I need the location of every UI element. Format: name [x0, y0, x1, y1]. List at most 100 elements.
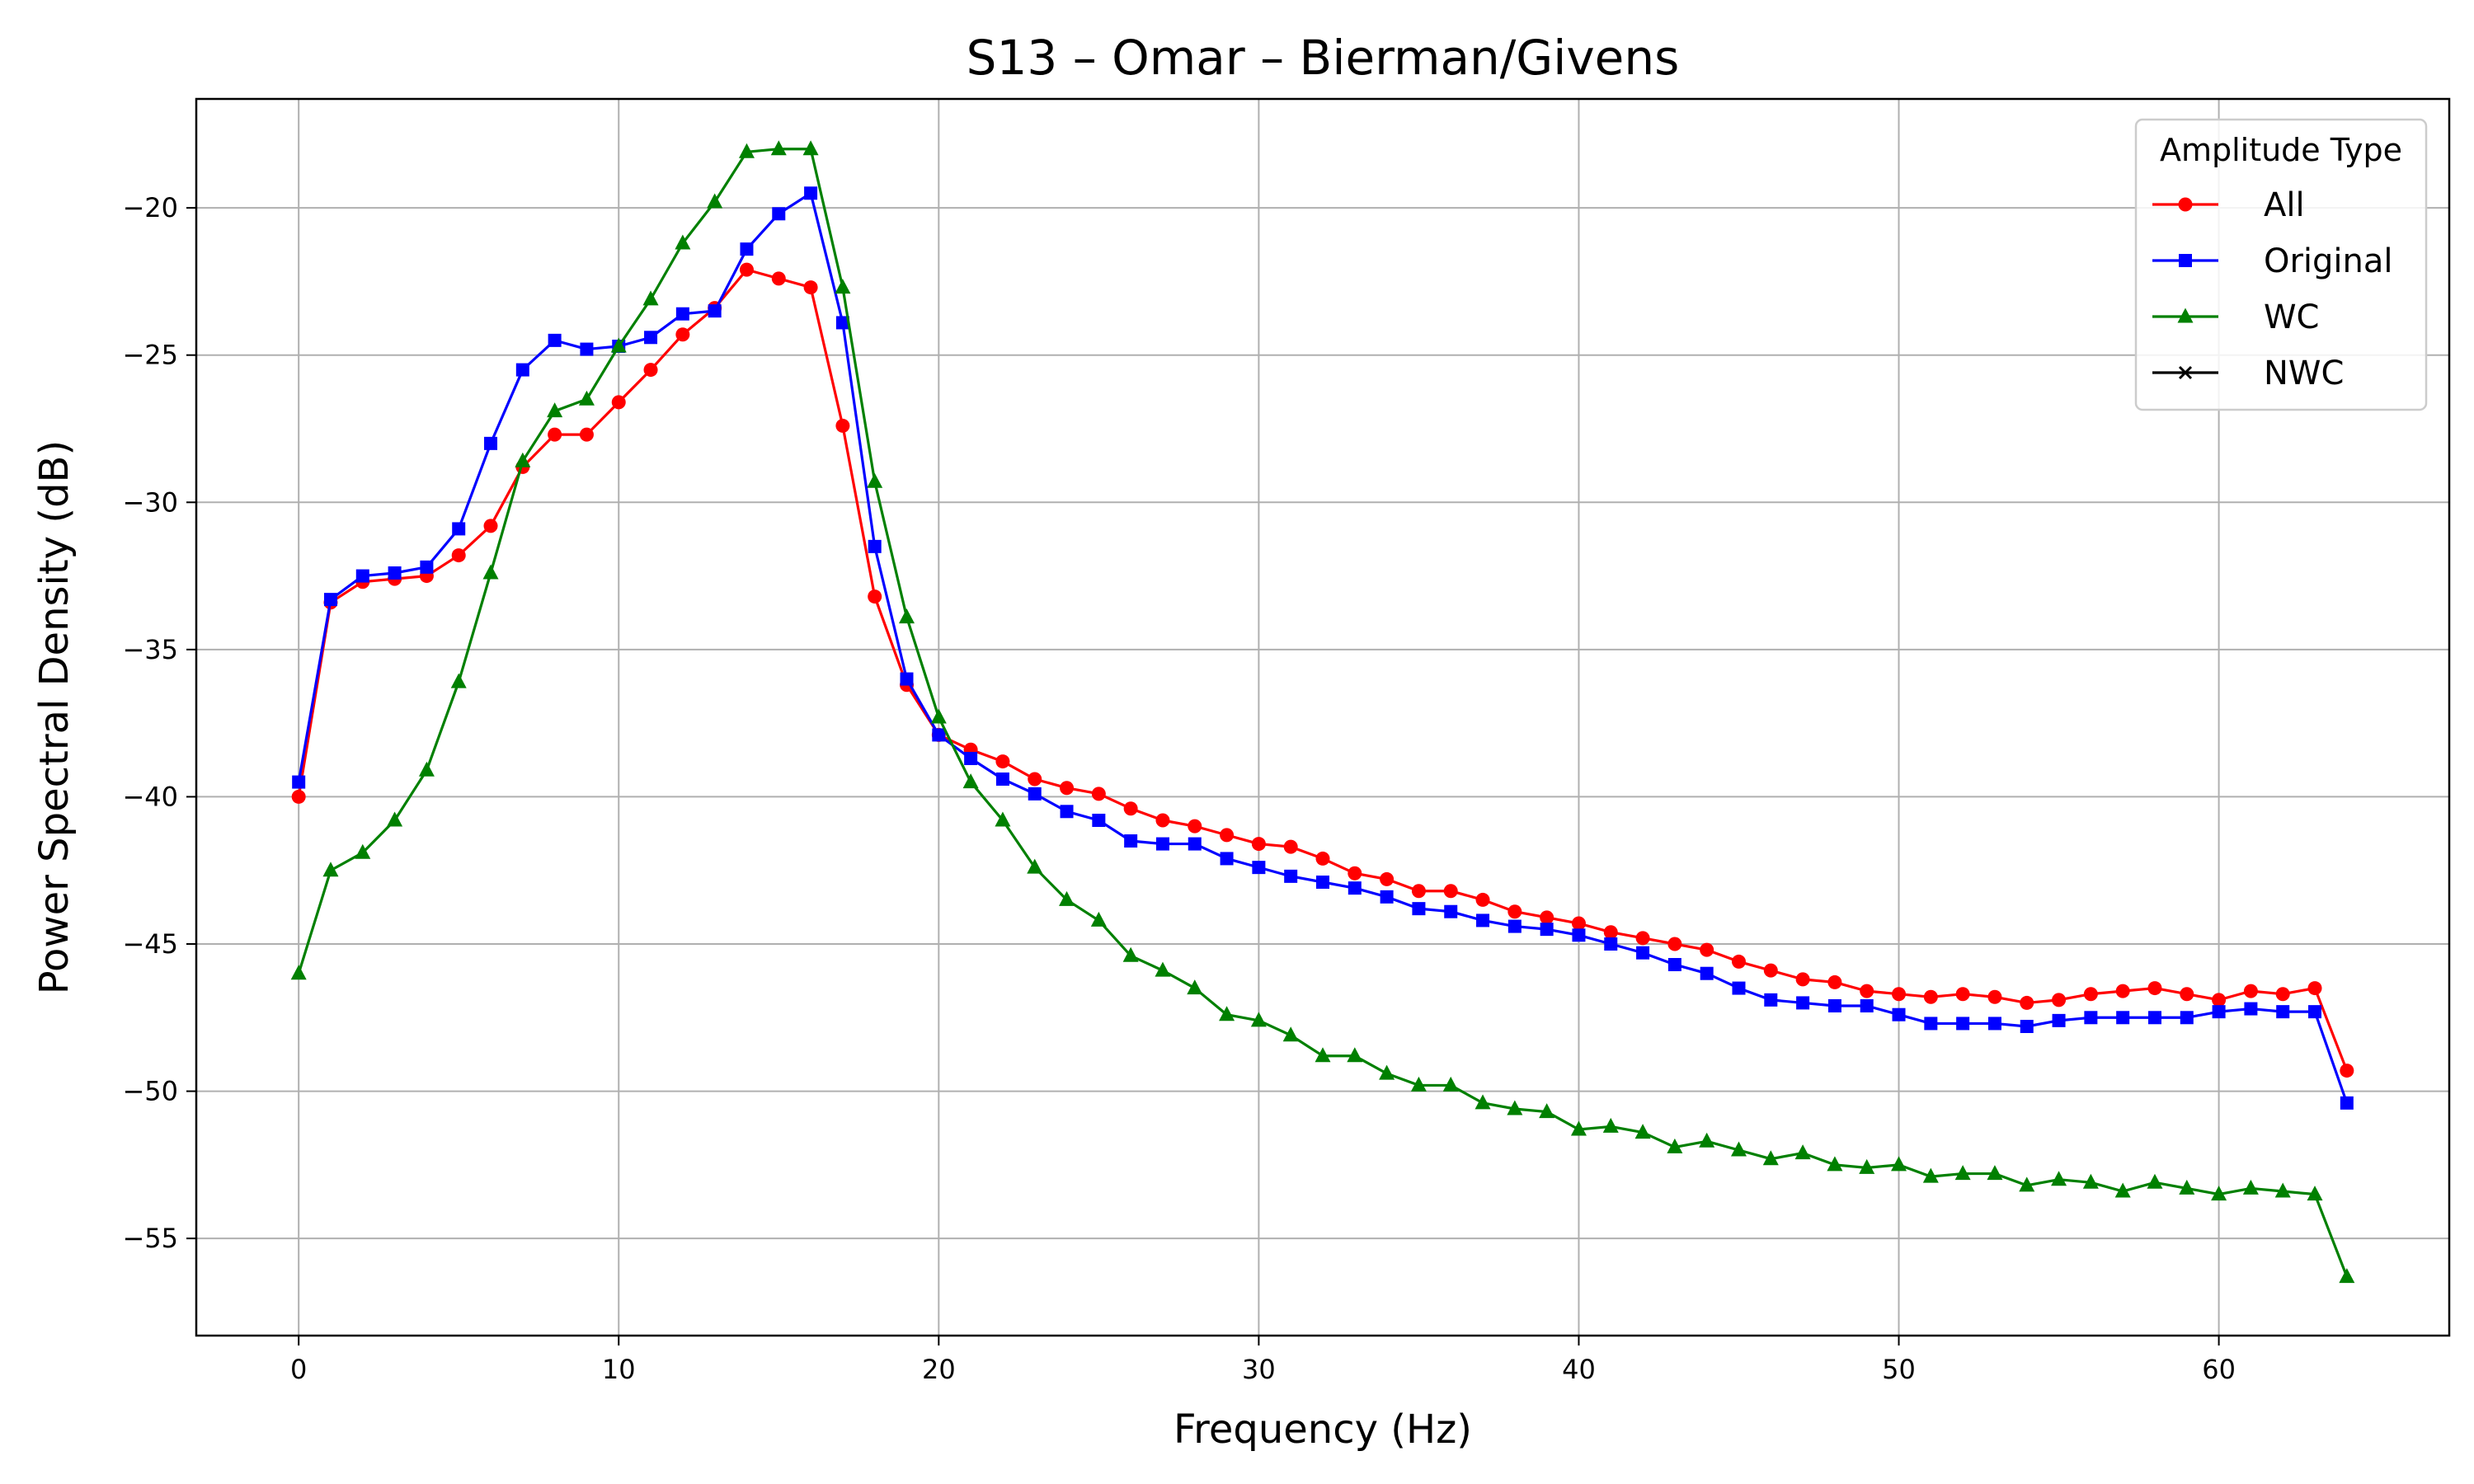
x-tick-label: 10 [602, 1354, 636, 1385]
data-point-wc [2242, 1179, 2259, 1195]
data-point-original [1700, 966, 1714, 980]
data-point-all [771, 271, 786, 286]
data-point-original [1444, 904, 1458, 918]
data-point-wc [355, 843, 371, 859]
legend-label: WC [2264, 298, 2319, 336]
data-point-original [995, 773, 1009, 786]
plot-frame [195, 97, 2451, 1337]
data-point-wc [450, 673, 467, 688]
data-point-all [1955, 987, 1970, 1002]
data-point-all [1155, 813, 1170, 828]
data-point-all [1220, 828, 1235, 843]
data-point-wc [802, 140, 819, 156]
data-point-original [1252, 861, 1266, 875]
data-point-original [388, 566, 402, 580]
data-point-original [1188, 837, 1202, 851]
data-point-wc [899, 608, 915, 624]
data-point-all [1795, 972, 1810, 987]
data-point-original [1380, 890, 1394, 904]
legend-swatch-marker [2177, 308, 2194, 323]
data-point-all [2115, 984, 2130, 998]
data-point-original [1860, 999, 1874, 1012]
data-point-wc [738, 143, 755, 158]
legend-label: All [2264, 186, 2305, 224]
data-point-wc [1187, 979, 1203, 995]
x-tick-label: 50 [1882, 1354, 1916, 1385]
data-point-wc [482, 564, 499, 580]
data-point-wc [547, 402, 563, 418]
data-point-all [995, 754, 1010, 769]
data-point-all [1667, 937, 1682, 951]
chart-title: S13 – Omar – Bierman/Givens [967, 30, 1680, 86]
data-point-all [1315, 851, 1330, 866]
data-point-all [1763, 963, 1778, 978]
data-point-original [1604, 937, 1618, 951]
data-point-all [739, 262, 754, 277]
data-point-all [1892, 987, 1907, 1002]
data-point-original [2276, 1005, 2290, 1019]
data-point-wc [1347, 1047, 1363, 1063]
data-point-original [515, 363, 529, 377]
data-point-wc [1507, 1100, 1523, 1115]
data-point-all [1123, 801, 1138, 816]
legend-swatch-marker [2178, 197, 2193, 212]
data-point-all [1188, 819, 1202, 834]
data-point-original [292, 775, 306, 789]
data-point-wc [2147, 1173, 2163, 1189]
data-point-wc [2019, 1176, 2035, 1192]
y-tick-label: −35 [122, 634, 178, 665]
data-point-wc [387, 811, 403, 827]
y-tick-label: −25 [122, 340, 178, 371]
data-point-original [1827, 999, 1841, 1012]
data-point-original [1155, 837, 1169, 851]
data-point-wc [1667, 1138, 1683, 1153]
data-point-wc [1570, 1120, 1587, 1136]
data-point-wc [835, 279, 851, 294]
series-original [292, 186, 2354, 1110]
data-point-original [964, 752, 978, 765]
data-point-wc [1794, 1144, 1811, 1160]
data-point-wc [2339, 1268, 2355, 1284]
data-point-all [1860, 984, 1874, 998]
x-tick-label: 40 [1562, 1354, 1596, 1385]
data-point-original [452, 522, 466, 536]
data-point-all [2147, 981, 2162, 996]
data-point-original [772, 207, 786, 221]
data-point-wc [2211, 1186, 2227, 1201]
data-point-all [2275, 987, 2290, 1002]
data-point-original [2116, 1011, 2130, 1025]
data-point-wc [867, 472, 883, 488]
data-point-all [1411, 884, 1426, 899]
data-point-wc [1282, 1026, 1299, 1042]
data-point-original [740, 242, 754, 256]
legend: Amplitude Type All Original WC NWC [2134, 118, 2428, 411]
x-tick-label: 60 [2202, 1354, 2236, 1385]
data-point-wc [1250, 1012, 1267, 1027]
data-point-original [644, 331, 658, 345]
data-point-all [611, 395, 626, 410]
data-point-wc [1699, 1132, 1715, 1148]
data-point-original [2180, 1011, 2194, 1025]
legend-entry-nwc: NWC [2152, 355, 2344, 392]
series-wc [290, 140, 2355, 1284]
data-point-all [1251, 837, 1266, 852]
y-axis-label: Power Spectral Density (dB) [31, 440, 78, 994]
data-point-original [420, 560, 434, 574]
data-point-wc [1155, 961, 1171, 977]
data-point-wc [1762, 1150, 1779, 1166]
data-point-original [1540, 923, 1554, 937]
data-point-wc [2307, 1186, 2323, 1201]
data-point-all [1380, 871, 1395, 886]
data-point-all [2020, 995, 2034, 1010]
data-point-original [1060, 805, 1074, 819]
legend-entry-original: Original [2152, 242, 2393, 280]
data-point-wc [1475, 1094, 1491, 1110]
data-point-wc [995, 811, 1011, 827]
legend-label: Original [2264, 242, 2393, 280]
data-point-all [1028, 772, 1042, 787]
data-point-wc [2114, 1182, 2131, 1198]
data-point-wc [707, 193, 723, 209]
data-point-original [1412, 902, 1426, 916]
data-point-original [675, 307, 689, 321]
data-point-original [1316, 876, 1329, 889]
